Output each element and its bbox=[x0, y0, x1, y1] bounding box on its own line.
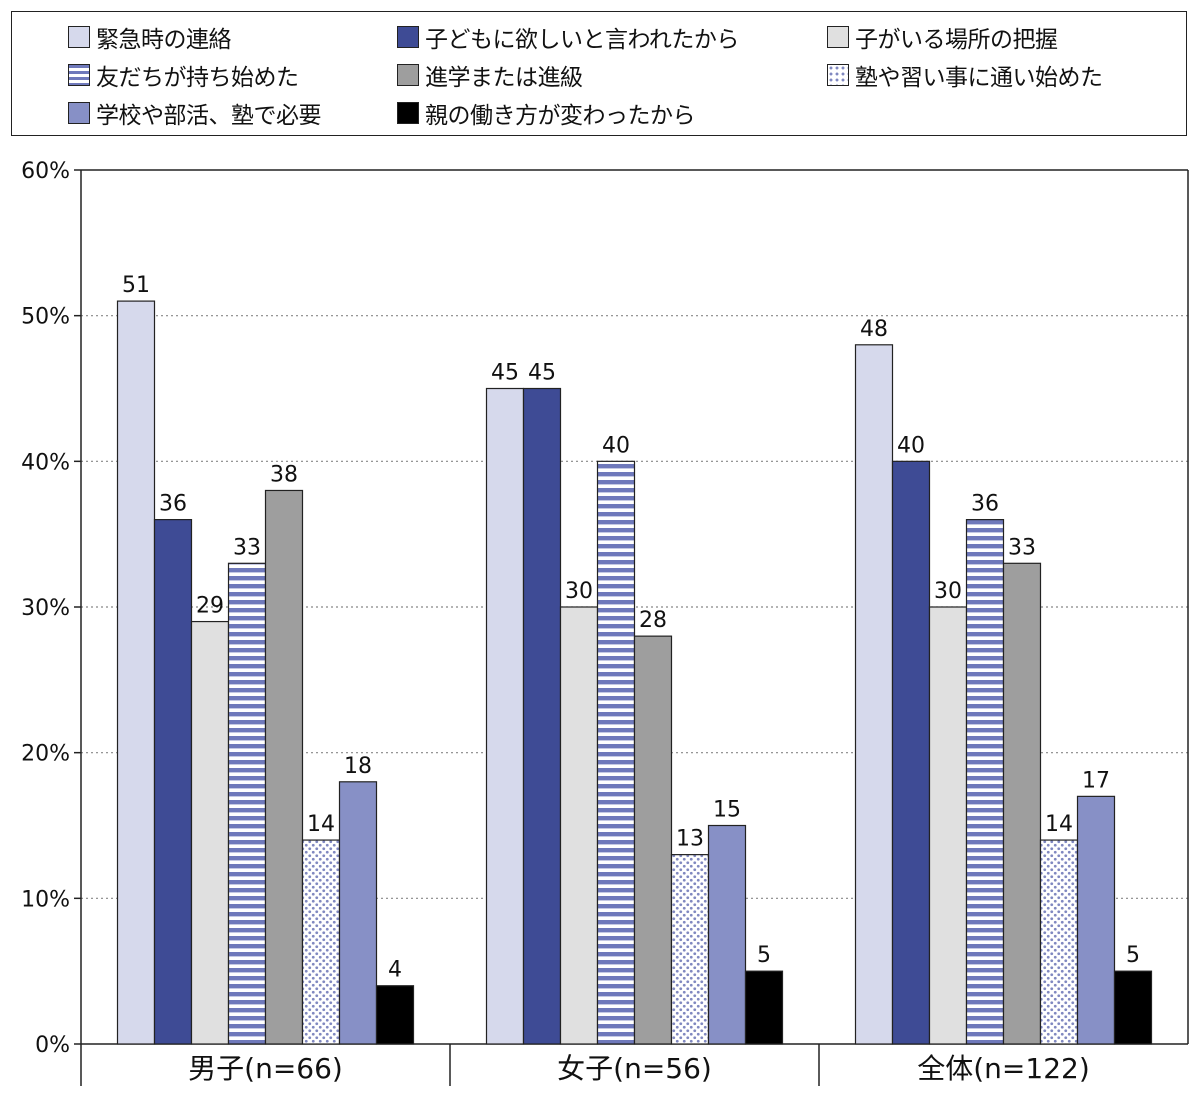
bar-series-1 bbox=[485, 387, 525, 1045]
bar-series-8 bbox=[744, 970, 784, 1045]
bar-series-1 bbox=[854, 344, 894, 1045]
bar-value-label: 4 bbox=[388, 958, 402, 983]
bar-value-label: 14 bbox=[307, 812, 335, 837]
bar-value-label: 38 bbox=[270, 462, 298, 487]
legend-item: 学校や部活、塾で必要 bbox=[68, 96, 322, 130]
y-tick-label: 0% bbox=[35, 1033, 70, 1058]
bar-series-1 bbox=[116, 300, 156, 1045]
legend: 緊急時の連絡 子どもに欲しいと言われたから 子がいる場所の把握友だちが持ち始めた 進学… bbox=[11, 11, 1187, 136]
bar-series-6 bbox=[1039, 839, 1079, 1045]
bar-series-4 bbox=[227, 562, 267, 1045]
bar-value-label: 13 bbox=[676, 827, 704, 852]
legend-swatch bbox=[397, 64, 419, 86]
legend-item: 子がいる場所の把握 bbox=[827, 20, 1058, 54]
bar-value-label: 29 bbox=[196, 594, 224, 619]
legend-item: 親の働き方が変わったから bbox=[397, 96, 696, 130]
bar-series-7 bbox=[707, 824, 747, 1045]
bar-value-label: 45 bbox=[491, 361, 519, 386]
bar-series-7 bbox=[338, 781, 378, 1045]
bar-value-label: 33 bbox=[233, 535, 261, 560]
x-category-label: 全体(n=122) bbox=[917, 1052, 1090, 1085]
bar-series-6 bbox=[670, 854, 710, 1045]
bar-series-6 bbox=[301, 839, 341, 1045]
legend-swatch bbox=[827, 26, 849, 48]
legend-swatch bbox=[68, 64, 90, 86]
bar-value-label: 30 bbox=[565, 579, 593, 604]
bar-value-label: 36 bbox=[159, 492, 187, 517]
bar-series-3 bbox=[190, 620, 230, 1045]
y-tick-label: 60% bbox=[21, 159, 70, 184]
y-tick-label: 30% bbox=[21, 596, 70, 621]
y-tick-label: 50% bbox=[21, 305, 70, 330]
x-category-label: 男子(n=66) bbox=[188, 1052, 343, 1085]
legend-item: 緊急時の連絡 bbox=[68, 20, 232, 54]
bar-value-label: 40 bbox=[602, 433, 630, 458]
legend-swatch bbox=[827, 64, 849, 86]
legend-label: 子どもに欲しいと言われたから bbox=[425, 27, 739, 53]
legend-label: 進学または進級 bbox=[425, 65, 583, 91]
y-tick-label: 10% bbox=[21, 887, 70, 912]
bar-value-label: 48 bbox=[860, 317, 888, 342]
bar-value-label: 30 bbox=[934, 579, 962, 604]
bar-value-label: 14 bbox=[1045, 812, 1073, 837]
bar-series-2 bbox=[153, 518, 193, 1045]
bar-value-label: 40 bbox=[897, 433, 925, 458]
bar-series-4 bbox=[596, 460, 636, 1045]
bar-value-label: 5 bbox=[757, 943, 771, 968]
legend-item: 進学または進級 bbox=[397, 58, 583, 92]
bar-value-label: 28 bbox=[639, 608, 667, 633]
bar-value-label: 36 bbox=[971, 492, 999, 517]
bar-series-8 bbox=[1113, 970, 1153, 1045]
bar-series-3 bbox=[928, 606, 968, 1045]
bar-value-label: 18 bbox=[344, 754, 372, 779]
bar-value-label: 51 bbox=[122, 273, 150, 298]
legend-item: 塾や習い事に通い始めた bbox=[827, 58, 1103, 92]
bar-value-label: 45 bbox=[528, 361, 556, 386]
legend-label: 友だちが持ち始めた bbox=[96, 65, 299, 91]
legend-swatch bbox=[68, 102, 90, 124]
legend-swatch bbox=[68, 26, 90, 48]
legend-swatch bbox=[397, 26, 419, 48]
bar-series-3 bbox=[559, 606, 599, 1045]
bar-value-label: 5 bbox=[1126, 943, 1140, 968]
bar-series-2 bbox=[891, 460, 931, 1045]
y-tick-label: 40% bbox=[21, 450, 70, 475]
bar-series-5 bbox=[1002, 562, 1042, 1045]
legend-label: 塾や習い事に通い始めた bbox=[855, 65, 1103, 91]
legend-label: 子がいる場所の把握 bbox=[855, 27, 1058, 53]
legend-label: 学校や部活、塾で必要 bbox=[96, 103, 322, 129]
y-tick-label: 20% bbox=[21, 742, 70, 767]
legend-label: 緊急時の連絡 bbox=[96, 27, 232, 53]
bar-series-4 bbox=[965, 518, 1005, 1045]
bar-value-label: 17 bbox=[1082, 768, 1110, 793]
x-category-label: 女子(n=56) bbox=[557, 1052, 712, 1085]
legend-swatch bbox=[397, 102, 419, 124]
bar-value-label: 33 bbox=[1008, 535, 1036, 560]
bar-series-5 bbox=[264, 489, 304, 1045]
bar-series-7 bbox=[1076, 795, 1116, 1045]
bar-series-5 bbox=[633, 635, 673, 1045]
legend-label: 親の働き方が変わったから bbox=[425, 103, 696, 129]
bar-series-8 bbox=[375, 985, 415, 1045]
legend-item: 友だちが持ち始めた bbox=[68, 58, 299, 92]
legend-item: 子どもに欲しいと言われたから bbox=[397, 20, 739, 54]
bar-value-label: 15 bbox=[713, 798, 741, 823]
bar-series-2 bbox=[522, 387, 562, 1045]
